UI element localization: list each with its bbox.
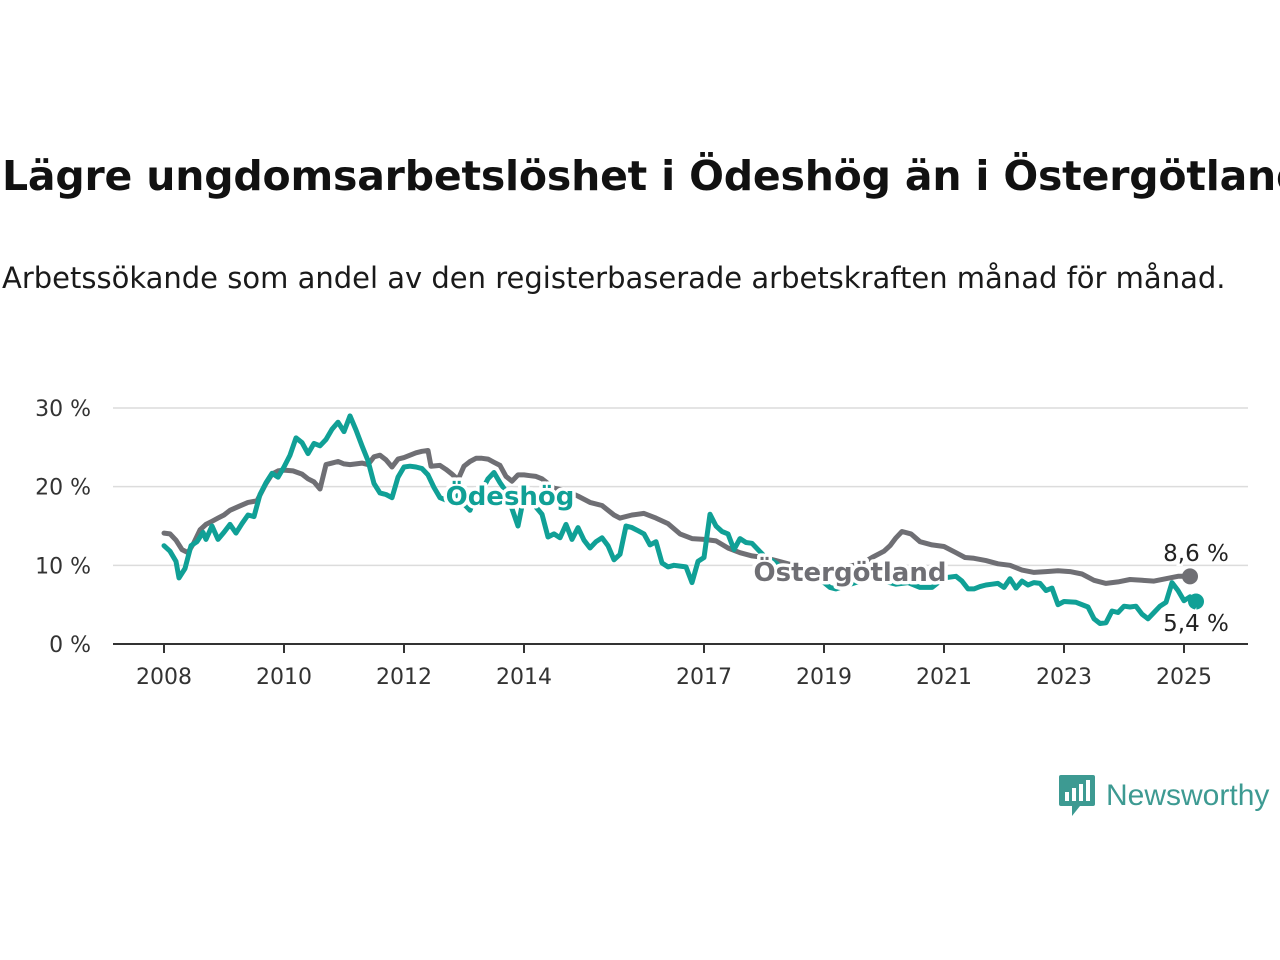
x-tick-label: 2023: [1036, 665, 1092, 690]
series-line-ostergotland: [161, 448, 1193, 586]
series-end-value-label: 8,6 %: [1163, 541, 1229, 567]
series-labels: Östergötland Ödeshög 8,6 % 5,4 %: [442, 476, 1231, 640]
x-tick-label: 2014: [496, 665, 552, 690]
series-name-label: Östergötland: [754, 555, 947, 588]
y-tick-label: 10 %: [35, 554, 91, 579]
x-tick-label: 2010: [256, 665, 312, 690]
y-tick-label: 0 %: [49, 633, 91, 658]
series-end-value-label: 5,4 %: [1163, 611, 1229, 637]
series-end-point: [1188, 593, 1204, 610]
gridlines: [113, 407, 1248, 567]
series-lines: [161, 413, 1204, 626]
x-tick-label: 2019: [796, 665, 852, 690]
x-tick-label: 2025: [1156, 665, 1212, 690]
y-tick-label: 30 %: [35, 397, 91, 422]
series-name-label: Ödeshög: [446, 479, 575, 512]
series-line-odeshog: [161, 413, 1199, 626]
series-end-point: [1182, 568, 1198, 585]
brand-logo: Newsworthy: [1058, 774, 1269, 818]
x-tick-label: 2012: [376, 665, 432, 690]
x-tick-label: 2017: [676, 665, 732, 690]
chart-title: Lägre ungdomsarbetslöshet i Ödeshög än i…: [2, 152, 1280, 200]
x-tick-label: 2008: [136, 665, 192, 690]
newsworthy-logo-icon: [1059, 775, 1095, 816]
y-tick-label: 20 %: [35, 476, 91, 501]
axes: 0 % 10 % 20 % 30 % 2008 2010 2012 2014 2017 2019 2…: [35, 397, 1248, 690]
x-tick-label: 2021: [916, 665, 972, 690]
chart-subtitle: Arbetssökande som andel av den registerb…: [2, 261, 1226, 295]
brand-name: Newsworthy: [1106, 779, 1270, 812]
